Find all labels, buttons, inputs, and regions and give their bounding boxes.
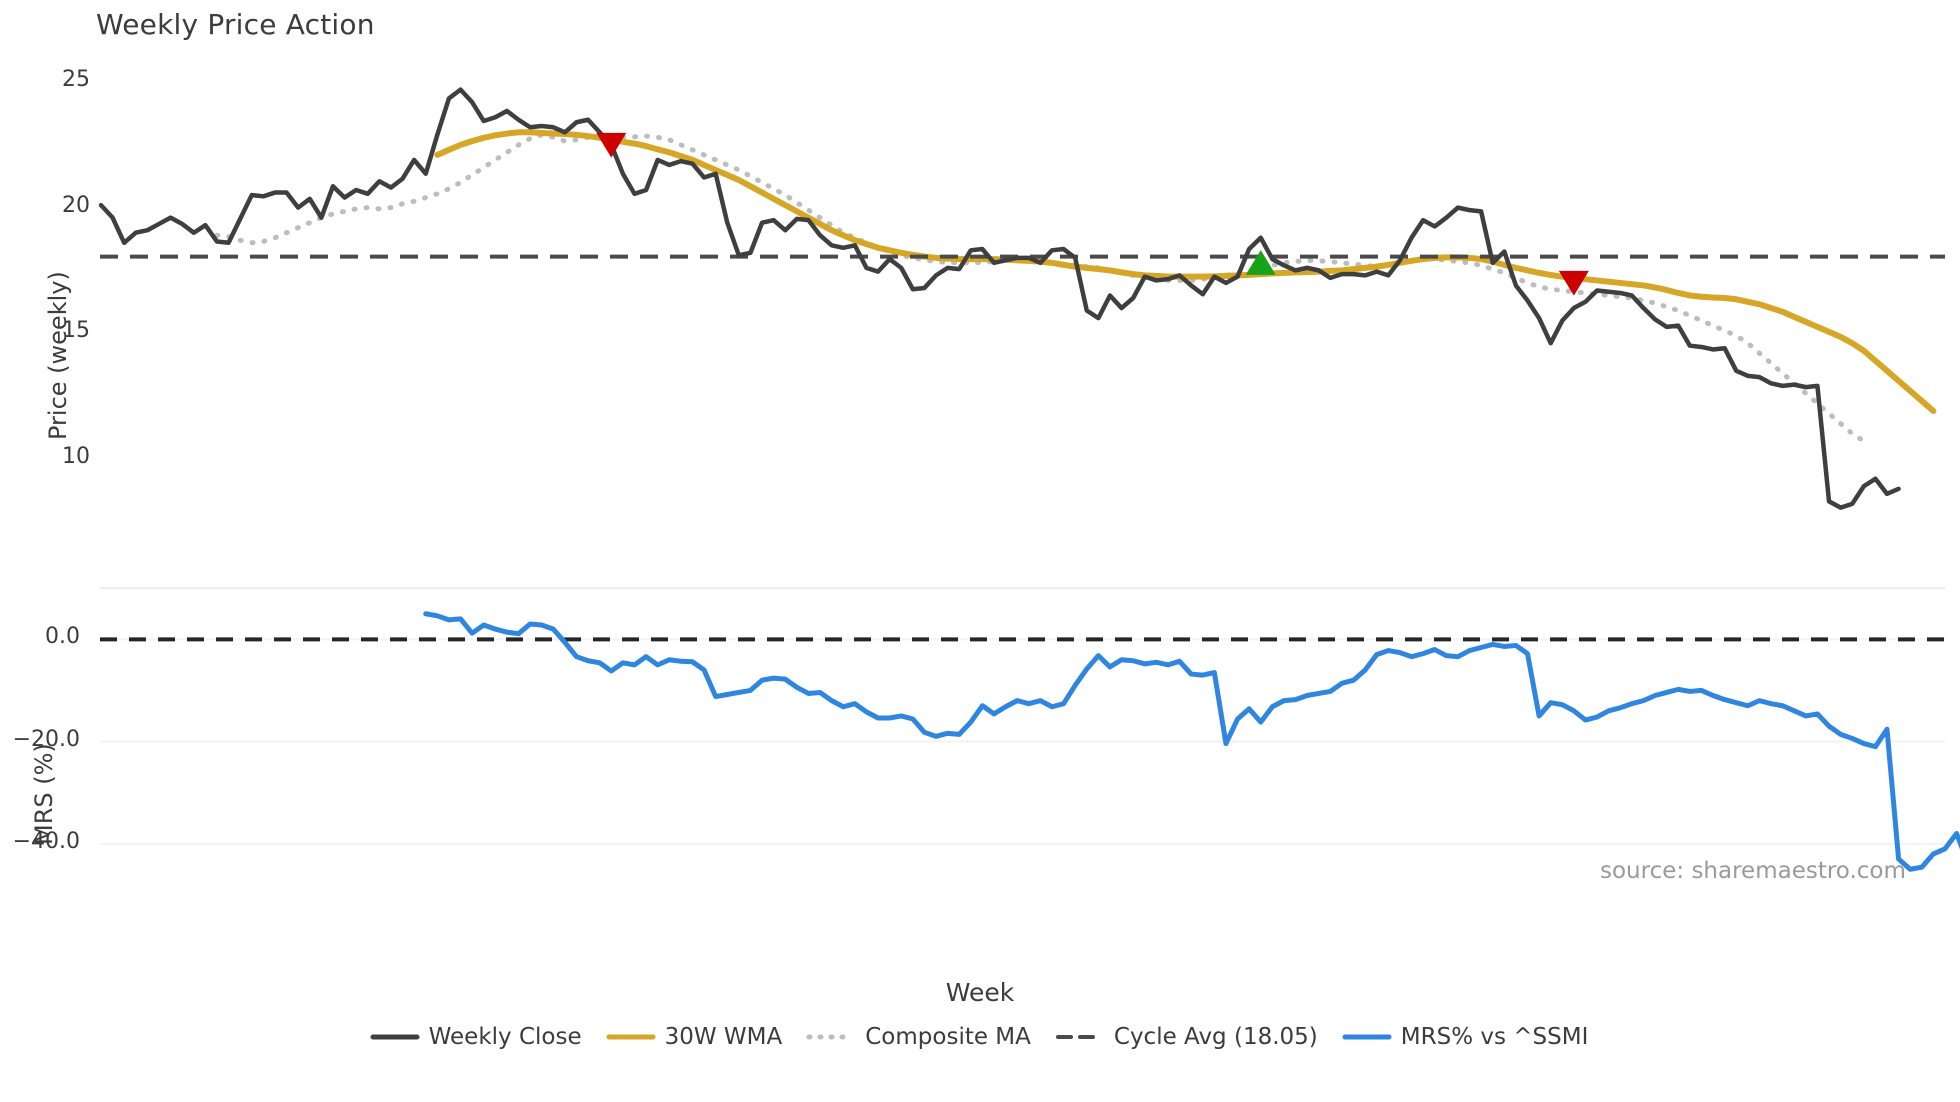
- sell-signal-marker: [596, 132, 627, 158]
- legend-item[interactable]: Weekly Close: [370, 1024, 582, 1050]
- legend-item[interactable]: Composite MA: [806, 1024, 1031, 1050]
- mrs-y-tick: −40.0: [12, 828, 80, 854]
- legend-swatch-solid-icon: [606, 1027, 656, 1047]
- chart-title: Weekly Price Action: [96, 8, 375, 41]
- legend-swatch-dashed-icon: [1055, 1027, 1104, 1047]
- price-y-tick: 15: [62, 318, 90, 344]
- legend-label: Composite MA: [865, 1024, 1031, 1050]
- series-30w-wma: [434, 129, 1937, 414]
- chart-legend: Weekly Close 30W WMA Composite MA Cycle Avg…: [0, 1024, 1960, 1050]
- price-y-tick: 10: [62, 443, 90, 469]
- legend-label: Cycle Avg (18.05): [1113, 1024, 1318, 1050]
- x-axis-label: Week: [945, 978, 1015, 1007]
- series-weekly-close: [98, 87, 1901, 510]
- mrs-y-tick: −20.0: [12, 726, 80, 752]
- sell-signal-marker: [1558, 270, 1589, 296]
- legend-swatch-dotted-icon: [806, 1027, 856, 1047]
- legend-swatch-solid-icon: [370, 1027, 420, 1047]
- source-watermark: source: sharemaestro.com: [1600, 858, 1906, 884]
- price-y-tick: 20: [62, 192, 90, 218]
- legend-item[interactable]: Cycle Avg (18.05): [1055, 1024, 1318, 1050]
- legend-item[interactable]: MRS% vs ^SSMI: [1342, 1024, 1589, 1050]
- buy-signal-marker: [1245, 250, 1276, 275]
- legend-label: 30W WMA: [664, 1024, 783, 1050]
- series-composite-ma: [214, 132, 1867, 444]
- legend-label: MRS% vs ^SSMI: [1400, 1024, 1589, 1050]
- series-mrs-percent: [423, 611, 1960, 872]
- legend-swatch-solid-icon: [1342, 1027, 1392, 1047]
- legend-item[interactable]: 30W WMA: [606, 1024, 783, 1050]
- mrs-y-tick: 0.0: [45, 624, 80, 650]
- price-y-tick: 25: [62, 67, 90, 93]
- legend-label: Weekly Close: [428, 1024, 582, 1050]
